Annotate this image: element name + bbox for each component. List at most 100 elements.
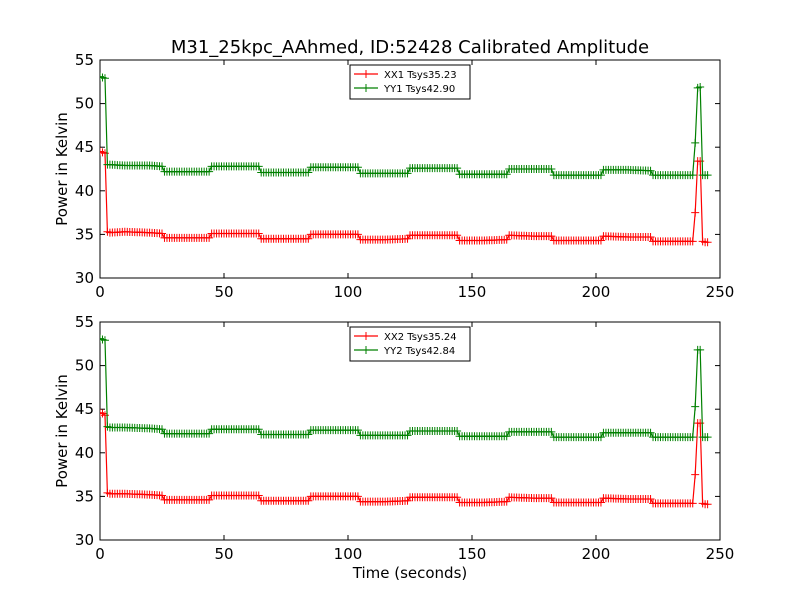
x-tick-label: 100 [334, 283, 363, 301]
legend-marker [362, 70, 370, 78]
data-point [696, 83, 705, 92]
data-point [403, 431, 412, 440]
x-tick-label: 200 [582, 283, 611, 301]
legend-marker [362, 332, 370, 340]
series-xx [100, 147, 712, 247]
series-yy [100, 72, 712, 180]
y-tick-label: 50 [75, 95, 94, 113]
data-point [502, 170, 511, 179]
data-point [547, 427, 556, 436]
data-point [691, 402, 700, 411]
legend-marker [362, 84, 370, 92]
data-point [502, 497, 511, 506]
data-point [158, 162, 166, 171]
axes-frame [99, 59, 721, 279]
data-point [547, 232, 556, 241]
x-tick-label: 150 [458, 283, 487, 301]
data-point [205, 429, 214, 438]
data-point [596, 433, 605, 442]
data-point [353, 426, 362, 435]
data-point [304, 496, 313, 505]
data-point [691, 138, 700, 147]
y-tick-label: 35 [75, 487, 94, 505]
data-point [158, 491, 166, 500]
data-point [205, 167, 214, 176]
panels-group: 0 50 100 150 200 250 30 35 40 45 50 55 Power in Kelv… [53, 51, 734, 582]
x-tick-label: 50 [214, 545, 233, 563]
data-point [205, 495, 214, 504]
legend-marker [362, 346, 370, 354]
data-point [547, 494, 556, 503]
data-point [254, 162, 263, 171]
legend-label: XX1 Tsys35.23 [384, 70, 457, 81]
y-tick-label: 55 [75, 313, 94, 331]
data-point [502, 432, 511, 441]
panel-top: 0 50 100 150 200 250 30 35 40 45 50 55 Power in Kelv… [53, 51, 734, 301]
data-point [453, 493, 462, 502]
data-point [205, 233, 214, 242]
x-tick-label: 100 [334, 545, 363, 563]
axes-frame [99, 321, 721, 541]
data-point [696, 419, 705, 428]
legend-box [349, 326, 471, 362]
data-point [596, 236, 605, 245]
data-point [158, 229, 166, 238]
data-point [703, 433, 712, 442]
series-xx [100, 408, 712, 509]
data-point [703, 238, 712, 247]
y-axis-label: Power in Kelvin [53, 374, 71, 488]
x-tick-label: 250 [706, 545, 735, 563]
y-tick-label: 40 [75, 444, 94, 462]
data-point [453, 231, 462, 240]
data-point [688, 237, 697, 246]
legend: XX1 Tsys35.23 YY1 Tsys42.90 [349, 64, 471, 100]
data-point [596, 498, 605, 507]
data-point [646, 166, 655, 175]
data-point [158, 425, 166, 434]
data-point [304, 430, 313, 439]
series-yy [100, 334, 712, 442]
x-axis-label: Time (seconds) [352, 564, 468, 582]
data-point [254, 425, 263, 434]
legend-label: YY2 Tsys42.84 [383, 346, 455, 357]
y-tick-label: 35 [75, 225, 94, 243]
data-point [453, 164, 462, 173]
y-tick-label: 30 [75, 269, 94, 287]
y-tick-label: 40 [75, 182, 94, 200]
data-point [403, 169, 412, 178]
x-tick-label: 250 [706, 283, 735, 301]
data-point [100, 336, 109, 345]
y-tick-label: 45 [75, 138, 94, 156]
data-point [696, 345, 705, 354]
data-point [646, 495, 655, 504]
x-tick-label: 0 [95, 545, 105, 563]
legend: XX2 Tsys35.24 YY2 Tsys42.84 [349, 326, 471, 362]
x-tick-label: 50 [214, 283, 233, 301]
data-point [691, 208, 700, 217]
data-point [646, 233, 655, 242]
data-point [100, 74, 109, 83]
y-axis-label: Power in Kelvin [53, 112, 71, 226]
data-point [502, 235, 511, 244]
x-tick-label: 0 [95, 283, 105, 301]
x-tick-label: 150 [458, 545, 487, 563]
y-tick-label: 50 [75, 357, 94, 375]
data-point [547, 165, 556, 173]
y-tick-label: 55 [75, 51, 94, 69]
y-tick-label: 30 [75, 531, 94, 549]
panel-bottom: 0 50 100 150 200 250 30 35 40 45 50 55 Power in Kelv… [53, 313, 734, 582]
data-point [596, 171, 605, 180]
legend-label: XX2 Tsys35.24 [384, 332, 457, 343]
data-point [353, 163, 362, 172]
data-point [304, 168, 313, 177]
data-point [688, 433, 697, 442]
data-point [353, 230, 362, 239]
data-point [254, 229, 263, 238]
x-tick-label: 200 [582, 545, 611, 563]
data-point [703, 500, 712, 509]
legend-label: YY1 Tsys42.90 [383, 84, 455, 95]
legend-box [349, 64, 471, 100]
figure-title: M31_25kpc_AAhmed, ID:52428 Calibrated Am… [171, 37, 649, 58]
